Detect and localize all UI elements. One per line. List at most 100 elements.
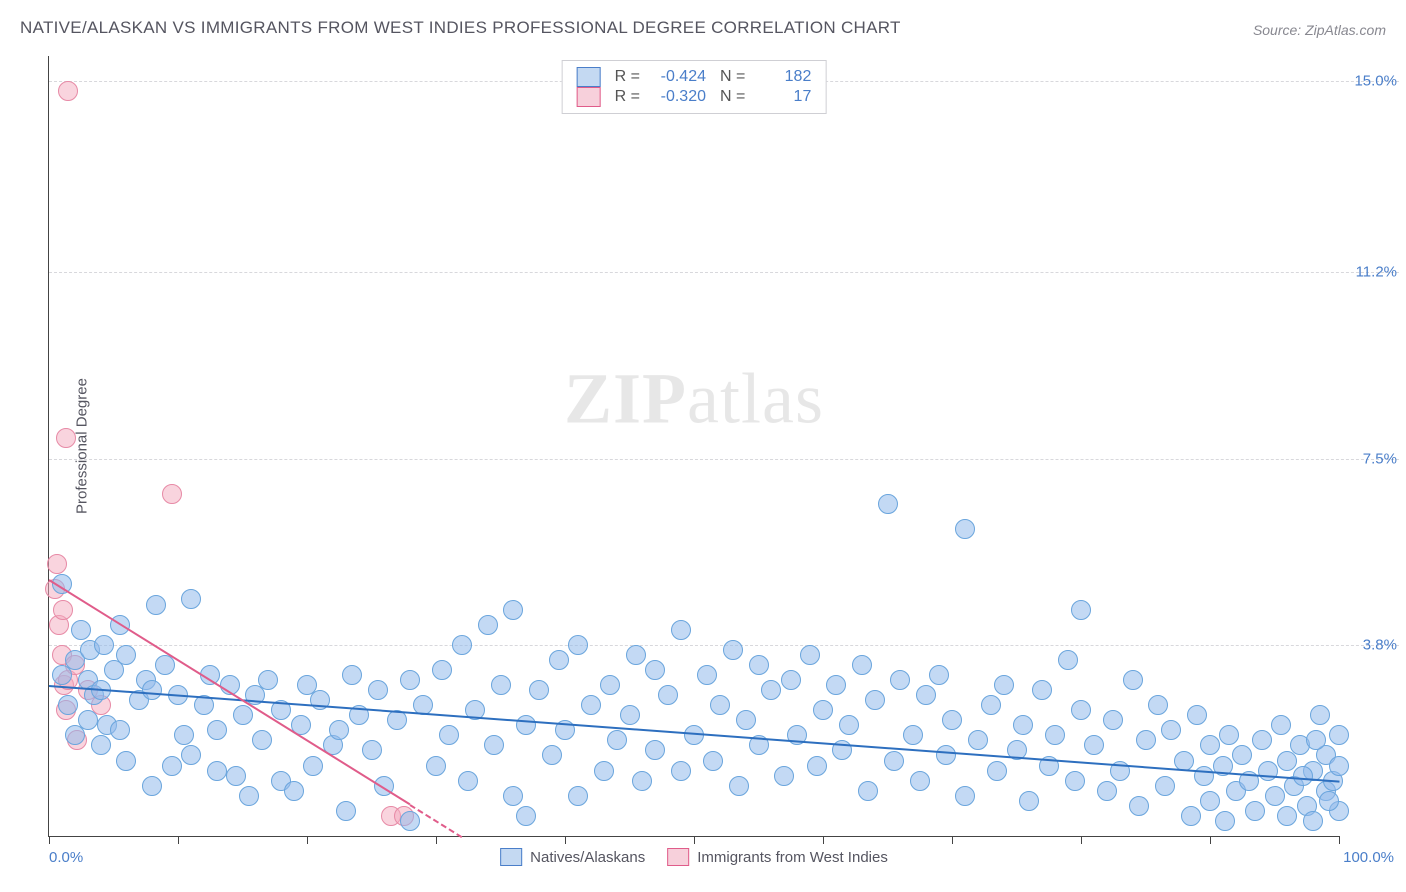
data-point-pink [53,600,73,620]
data-point-blue [890,670,910,690]
data-point-blue [607,730,627,750]
data-point-blue [207,720,227,740]
data-point-blue [1310,705,1330,725]
data-point-blue [839,715,859,735]
data-point-blue [1245,801,1265,821]
data-point-blue [781,670,801,690]
data-point-blue [1123,670,1143,690]
x-tick [823,836,824,844]
data-point-blue [761,680,781,700]
data-point-blue [916,685,936,705]
data-point-blue [146,595,166,615]
data-point-blue [1271,715,1291,735]
data-point-blue [1058,650,1078,670]
data-point-blue [1329,725,1349,745]
data-point-pink [56,428,76,448]
x-tick [952,836,953,844]
data-point-blue [142,776,162,796]
data-point-blue [226,766,246,786]
data-point-blue [774,766,794,786]
data-point-blue [1013,715,1033,735]
data-point-blue [1065,771,1085,791]
data-point-blue [626,645,646,665]
data-point-blue [233,705,253,725]
data-point-blue [1161,720,1181,740]
data-point-pink [58,81,78,101]
n-value-pink: 17 [753,88,811,106]
y-tick-label: 15.0% [1354,73,1397,90]
data-point-blue [142,680,162,700]
scatter-plot-area: ZIPatlas R = -0.424 N = 182 R = -0.320 N… [48,56,1339,837]
data-point-blue [1174,751,1194,771]
source-attribution: Source: ZipAtlas.com [1253,22,1386,38]
r-label: R = [615,88,640,106]
data-point-blue [858,781,878,801]
data-point-blue [645,660,665,680]
legend-row-blue: R = -0.424 N = 182 [577,67,812,87]
data-point-blue [181,589,201,609]
data-point-blue [955,519,975,539]
watermark-zip: ZIP [564,359,687,439]
data-point-blue [181,745,201,765]
data-point-blue [645,740,665,760]
data-point-blue [994,675,1014,695]
data-point-blue [1187,705,1207,725]
x-tick [307,836,308,844]
x-tick [1081,836,1082,844]
data-point-blue [1071,700,1091,720]
data-point-blue [1194,766,1214,786]
watermark: ZIPatlas [564,358,824,441]
data-point-blue [1329,756,1349,776]
data-point-blue [1071,600,1091,620]
data-point-blue [71,620,91,640]
data-point-blue [1045,725,1065,745]
n-label: N = [720,68,745,86]
legend-swatch-blue [577,67,601,87]
x-tick [1210,836,1211,844]
legend-entry-pink: Immigrants from West Indies [667,848,888,866]
data-point-blue [736,710,756,730]
correlation-legend: R = -0.424 N = 182 R = -0.320 N = 17 [562,60,827,114]
data-point-blue [1129,796,1149,816]
data-point-blue [1319,791,1339,811]
r-value-pink: -0.320 [648,88,706,106]
data-point-blue [239,786,259,806]
chart-title: NATIVE/ALASKAN VS IMMIGRANTS FROM WEST I… [20,18,901,38]
data-point-blue [581,695,601,715]
data-point-blue [284,781,304,801]
legend-entry-blue: Natives/Alaskans [500,848,645,866]
n-label: N = [720,88,745,106]
data-point-blue [703,751,723,771]
x-axis-min-label: 0.0% [49,849,83,866]
legend-label-blue: Natives/Alaskans [530,849,645,866]
data-point-blue [174,725,194,745]
data-point-blue [903,725,923,745]
data-point-blue [110,720,130,740]
y-tick-label: 3.8% [1363,636,1397,653]
data-point-blue [516,715,536,735]
data-point-blue [329,720,349,740]
data-point-blue [252,730,272,750]
legend-swatch-blue [500,848,522,866]
legend-swatch-pink [667,848,689,866]
y-tick-label: 7.5% [1363,450,1397,467]
data-point-blue [1019,791,1039,811]
data-point-blue [549,650,569,670]
data-point-blue [258,670,278,690]
data-point-blue [936,745,956,765]
data-point-blue [1103,710,1123,730]
data-point-blue [426,756,446,776]
legend-row-pink: R = -0.320 N = 17 [577,87,812,107]
data-point-blue [362,740,382,760]
r-label: R = [615,68,640,86]
data-point-blue [503,600,523,620]
data-point-blue [452,635,472,655]
data-point-blue [942,710,962,730]
n-value-blue: 182 [753,68,811,86]
x-tick [565,836,566,844]
gridline [49,272,1399,273]
data-point-blue [368,680,388,700]
data-point-blue [620,705,640,725]
data-point-blue [826,675,846,695]
data-point-blue [491,675,511,695]
